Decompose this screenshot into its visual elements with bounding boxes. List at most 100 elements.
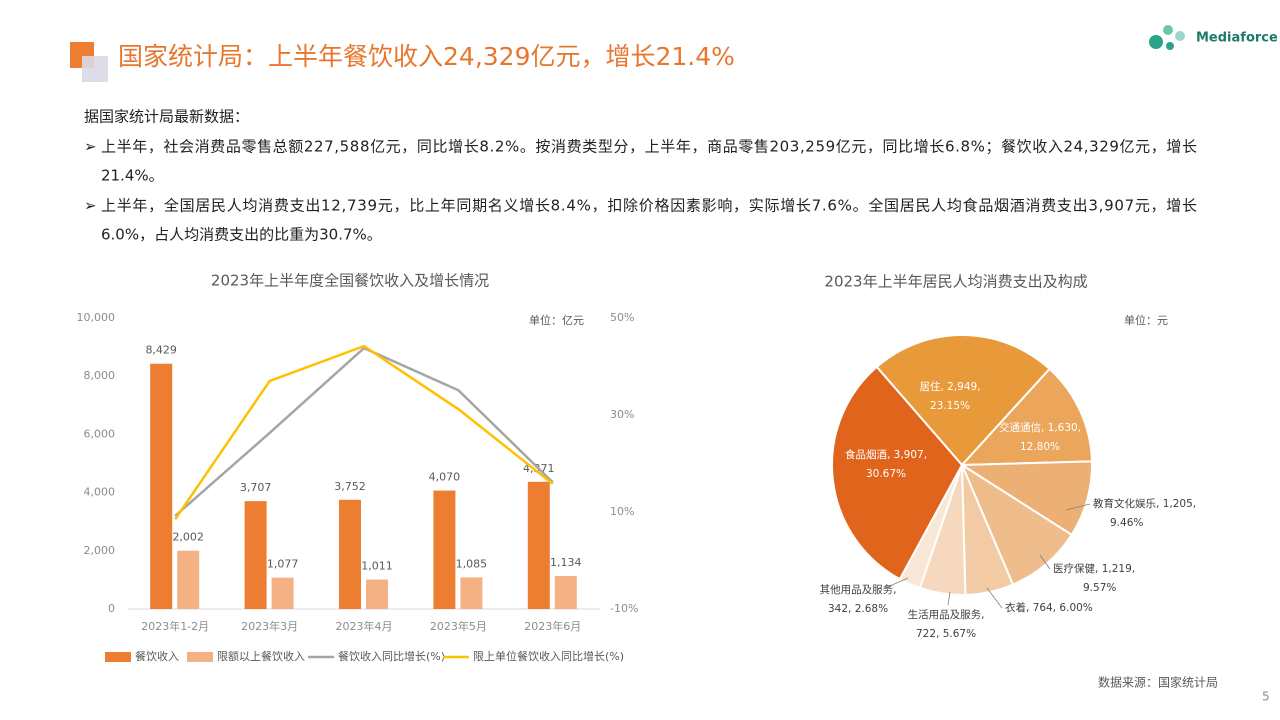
data-label: 1,011 — [361, 560, 393, 573]
bar — [244, 501, 267, 609]
bar — [527, 481, 550, 609]
legend-label: 限额以上餐饮收入 — [217, 649, 305, 663]
pie-slice — [831, 365, 964, 581]
data-label: 3,752 — [334, 480, 366, 493]
label-part: 30.67% — [866, 468, 906, 480]
title-icon — [82, 56, 108, 82]
label-part: 722 — [916, 628, 936, 640]
pie-label: 衣着, 764, 6.00% — [1005, 601, 1093, 614]
x-tick-label: 2023年5月 — [430, 619, 487, 633]
legend-swatch — [105, 652, 131, 662]
label-separator: , — [1193, 498, 1196, 510]
bullet-text: 6.0%，占人均消费支出的比重为30.7%。 — [101, 226, 382, 244]
label-part: 3,907 — [894, 449, 924, 461]
label-part: 1,219 — [1102, 563, 1132, 575]
bar — [271, 577, 294, 609]
label-separator: , — [893, 584, 896, 596]
label-part: 1,205 — [1163, 498, 1193, 510]
label-part: 23.15% — [930, 400, 970, 412]
pie-label: 医疗保健, 1,219, — [1053, 562, 1135, 575]
label-part: 居住 — [919, 380, 940, 393]
legend-swatch — [187, 652, 213, 662]
leader-line — [884, 577, 909, 589]
label-part: 衣着 — [1005, 601, 1026, 614]
y2-tick-label: 10% — [610, 505, 634, 518]
bar — [339, 499, 361, 609]
bullet-marker: ➢ — [84, 197, 97, 215]
pie-label: 9.57% — [1083, 582, 1116, 594]
pie-slice — [958, 460, 1093, 537]
y-tick-label: 2,000 — [84, 544, 116, 557]
line-series — [174, 344, 554, 520]
pie-label: 交通通信, 1,630, — [999, 421, 1081, 434]
label-part: 2,949 — [947, 381, 977, 393]
leader-line — [986, 587, 1003, 609]
chart-title: 2023年上半年度全国餐饮收入及增长情况 — [211, 272, 489, 290]
y-tick-label: 4,000 — [84, 486, 116, 499]
pie-label: 12.80% — [1020, 441, 1060, 453]
label-separator: , — [940, 381, 947, 393]
y2-tick-label: 50% — [610, 311, 634, 324]
data-label: 8,429 — [145, 344, 177, 357]
pie-label: 居住, 2,949, — [919, 380, 980, 393]
bullet-marker: ➢ — [84, 138, 97, 156]
label-part: 342 — [828, 603, 848, 615]
line-series — [174, 346, 554, 517]
pie-label: 其他用品及服务, — [820, 583, 897, 596]
pie-label: 9.46% — [1110, 517, 1143, 529]
label-part: 12.80% — [1020, 441, 1060, 453]
bullet-text: 21.4%。 — [101, 167, 164, 185]
y-tick-label: 8,000 — [84, 369, 116, 382]
pie-slice — [875, 334, 1051, 467]
label-separator: , — [1156, 498, 1163, 510]
label-part: 764 — [1033, 602, 1053, 614]
pie-label: 教育文化娱乐, 1,205, — [1093, 497, 1196, 510]
legend-label: 限上单位餐饮收入同比增长(%) — [473, 649, 624, 663]
label-separator: , — [1078, 422, 1081, 434]
y-tick-label: 10,000 — [77, 311, 116, 324]
label-part: 9.57% — [1083, 582, 1116, 594]
label-part: 食品烟酒 — [845, 448, 887, 461]
label-separator: , — [1041, 422, 1048, 434]
pie-label: 生活用品及服务, — [908, 608, 985, 621]
label-part: 1,630 — [1048, 422, 1078, 434]
label-part: 交通通信 — [999, 421, 1041, 434]
y-tick-label: 6,000 — [84, 427, 116, 440]
chart-title: 2023年上半年居民人均消费支出及构成 — [824, 273, 1087, 291]
bar — [177, 550, 200, 609]
label-separator: , — [936, 628, 943, 640]
bar — [460, 577, 483, 609]
bullet-text: 上半年，社会消费品零售总额227,588亿元，同比增长8.2%。按消费类型分，上… — [101, 138, 1197, 156]
x-tick-label: 2023年1-2月 — [141, 619, 209, 633]
slide-title: 国家统计局：上半年餐饮收入24,329亿元，增长21.4% — [118, 42, 735, 71]
label-part: 5.67% — [943, 628, 976, 640]
leader-line — [947, 591, 951, 606]
legend-label: 餐饮收入 — [135, 649, 179, 663]
unit-label: 单位：亿元 — [529, 313, 584, 327]
x-tick-label: 2023年3月 — [241, 619, 298, 633]
label-part: 生活用品及服务 — [908, 608, 982, 621]
unit-label: 单位：元 — [1124, 313, 1168, 327]
x-tick-label: 2023年4月 — [336, 619, 393, 633]
logo-text: Mediaforce — [1196, 31, 1278, 46]
data-label: 1,077 — [267, 558, 299, 571]
label-separator: , — [977, 381, 980, 393]
source: 数据来源：国家统计局 — [1098, 675, 1218, 690]
y-tick-label: 0 — [108, 602, 115, 615]
pie-label: 23.15% — [930, 400, 970, 412]
data-label: 1,134 — [550, 556, 582, 569]
label-part: 医疗保健 — [1053, 562, 1095, 575]
x-tick-label: 2023年6月 — [524, 619, 581, 633]
label-separator: , — [924, 449, 927, 461]
label-separator: , — [887, 449, 894, 461]
logo-icon — [1149, 25, 1185, 50]
pie-label: 342, 2.68% — [828, 603, 888, 615]
label-separator: , — [848, 603, 855, 615]
data-label: 3,707 — [240, 481, 272, 494]
label-part: 其他用品及服务 — [820, 583, 894, 596]
page-number: 5 — [1262, 690, 1270, 704]
bar — [150, 363, 173, 609]
y2-tick-label: -10% — [610, 602, 638, 615]
leader-line — [1039, 554, 1051, 570]
